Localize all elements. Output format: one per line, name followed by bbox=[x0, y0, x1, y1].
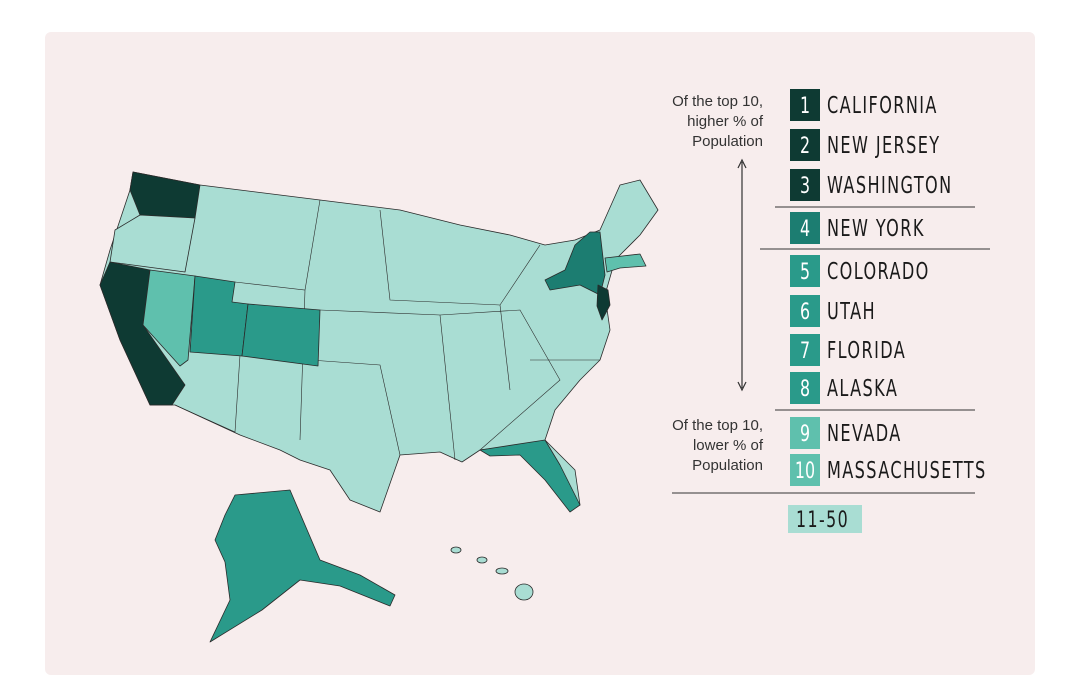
annotation: Population bbox=[692, 133, 763, 150]
legend-state: NEW YORK bbox=[827, 215, 925, 242]
legend-swatch bbox=[790, 372, 820, 404]
state-oregon bbox=[109, 214, 196, 273]
legend-rank: 5 bbox=[800, 258, 810, 284]
legend-swatch bbox=[790, 255, 820, 287]
annotation: higher % of bbox=[687, 113, 764, 130]
state-alaska bbox=[209, 489, 396, 643]
legend-state: UTAH bbox=[827, 298, 876, 325]
legend-state: FLORIDA bbox=[827, 337, 906, 364]
legend-rank: 1 bbox=[800, 92, 810, 118]
legend-rank: 3 bbox=[800, 172, 810, 198]
legend-swatch bbox=[788, 505, 862, 533]
legend-state: MASSACHUSETTS bbox=[827, 457, 987, 484]
map bbox=[99, 171, 659, 643]
legend-swatch bbox=[790, 334, 820, 366]
state-colorado bbox=[241, 303, 321, 367]
state-new-york bbox=[544, 231, 606, 296]
legend-other: 11-50 bbox=[796, 506, 849, 532]
legend-rank: 2 bbox=[800, 132, 810, 158]
legend-swatch bbox=[790, 417, 820, 449]
legend-state: COLORADO bbox=[827, 258, 930, 285]
state-nevada bbox=[142, 269, 196, 367]
state-massachusetts bbox=[604, 253, 647, 273]
state-base bbox=[99, 171, 659, 513]
legend-rank: 8 bbox=[800, 375, 810, 401]
legend-rank: 6 bbox=[800, 298, 810, 324]
legend-state: CALIFORNIA bbox=[827, 92, 938, 119]
legend-swatch bbox=[790, 295, 820, 327]
annotation: Of the top 10, bbox=[672, 417, 763, 434]
arrow bbox=[737, 158, 747, 392]
legend-swatch bbox=[790, 129, 820, 161]
annotation: lower % of bbox=[693, 437, 764, 454]
legend-rank: 7 bbox=[800, 337, 810, 363]
legend: 1 CALIFORNIA 2 NEW JERSEY 3 WASHINGTON 4 NEW YO… bbox=[788, 89, 987, 533]
legend-rank: 9 bbox=[800, 420, 810, 446]
legend-state: NEW JERSEY bbox=[827, 132, 941, 159]
annotation: Population bbox=[692, 457, 763, 474]
legend-state: NEVADA bbox=[827, 420, 902, 447]
annotations: Of the top 10, higher % of Population Of th… bbox=[672, 93, 764, 474]
legend-rank: 4 bbox=[800, 215, 810, 241]
state-hawaii bbox=[450, 546, 534, 601]
legend-swatch bbox=[790, 169, 820, 201]
legend-state: ALASKA bbox=[827, 375, 898, 402]
legend-swatch bbox=[790, 454, 820, 486]
legend-swatch bbox=[790, 89, 820, 121]
legend-swatch bbox=[790, 212, 820, 244]
legend-rank: 10 bbox=[795, 457, 815, 483]
annotation: Of the top 10, bbox=[672, 93, 763, 110]
state-florida bbox=[479, 439, 581, 513]
state-new-jersey bbox=[596, 284, 611, 321]
state-borders bbox=[174, 199, 600, 461]
legend-state: WASHINGTON bbox=[827, 172, 953, 199]
